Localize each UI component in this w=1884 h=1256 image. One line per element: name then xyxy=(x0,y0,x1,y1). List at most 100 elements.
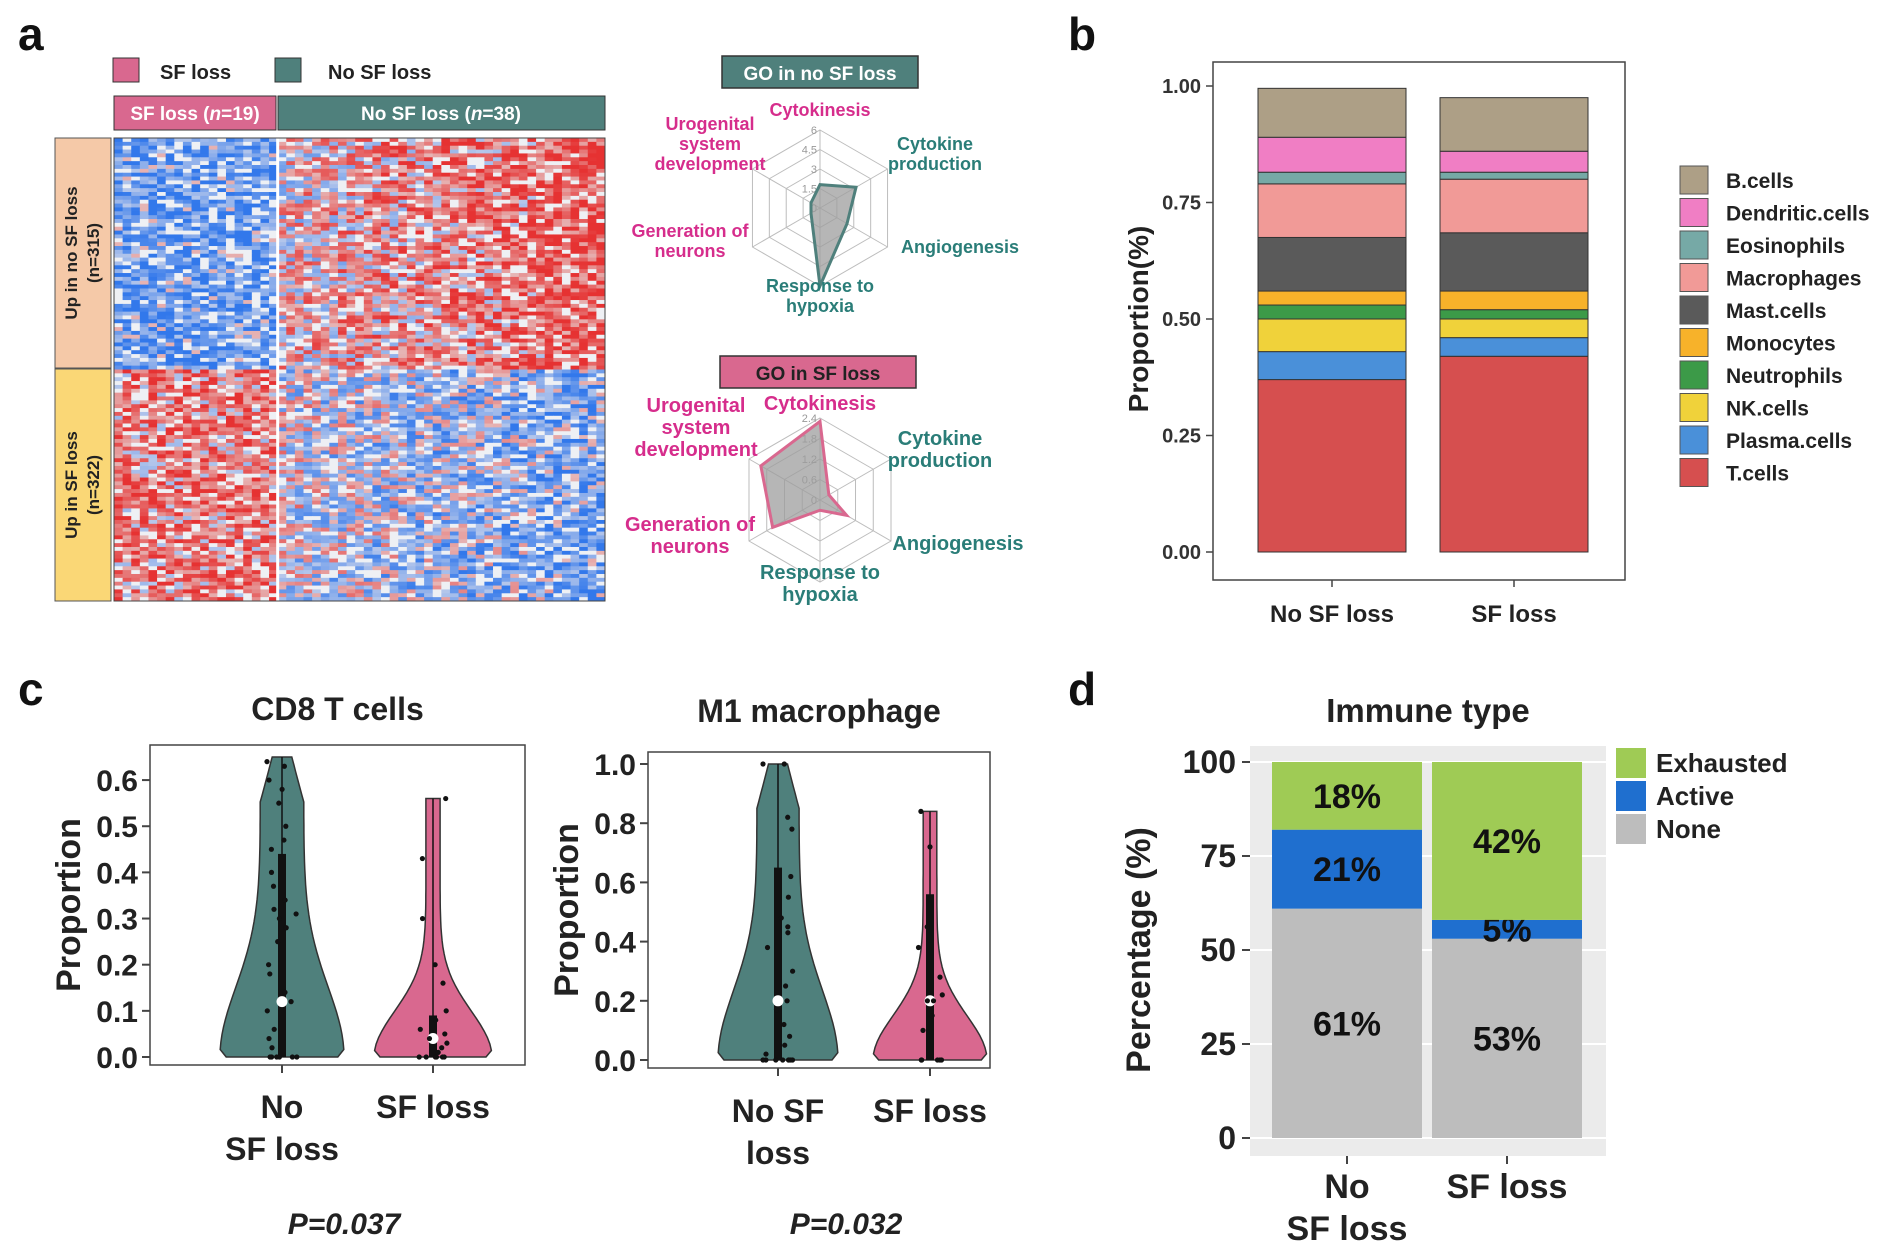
heatmap-cell xyxy=(587,168,597,174)
heatmap-cell xyxy=(131,153,141,158)
heatmap-cell xyxy=(475,307,485,313)
heatmap-cell xyxy=(260,226,270,231)
heatmap-cell xyxy=(561,161,571,166)
heatmap-cell xyxy=(337,165,347,170)
heatmap-cell xyxy=(251,454,261,459)
heatmap-cell xyxy=(493,377,503,382)
heatmap-cell xyxy=(579,168,589,174)
heatmap-cell xyxy=(148,141,158,147)
heatmap-cell xyxy=(596,219,606,224)
heatmap-cell xyxy=(131,184,141,189)
heatmap-cell xyxy=(122,442,132,448)
heatmap-cell xyxy=(329,153,339,158)
heatmap-cell xyxy=(449,300,459,305)
heatmap-cell xyxy=(312,234,322,239)
heatmap-cell xyxy=(157,330,167,336)
heatmap-cell xyxy=(570,219,580,224)
heatmap-cell xyxy=(501,157,511,162)
heatmap-cell xyxy=(381,361,391,367)
legend-label-no-sf-loss: No SF loss xyxy=(328,62,431,84)
heatmap-cell xyxy=(467,184,477,189)
heatmap-cell xyxy=(475,435,485,440)
heatmap-cell xyxy=(122,288,132,293)
heatmap-cell xyxy=(424,330,434,336)
heatmap-cell xyxy=(114,249,124,255)
heatmap-cell xyxy=(441,396,451,401)
heatmap-cell xyxy=(406,215,416,220)
heatmap-cell xyxy=(122,303,132,309)
heatmap-cell xyxy=(518,438,528,444)
heatmap-cell xyxy=(441,219,451,224)
heatmap-cell xyxy=(544,303,554,309)
heatmap-cell xyxy=(148,357,158,363)
heatmap-cell xyxy=(346,215,356,220)
heatmap-cell xyxy=(269,265,279,270)
heatmap-cell xyxy=(303,327,313,332)
heatmap-cell xyxy=(415,419,425,424)
heatmap-cell xyxy=(553,354,563,359)
heatmap-cell xyxy=(372,284,382,289)
heatmap-cell xyxy=(243,442,253,448)
heatmap-cell xyxy=(243,392,253,397)
heatmap-cell xyxy=(303,249,313,255)
heatmap-cell xyxy=(484,234,494,239)
heatmap-cell xyxy=(389,381,399,386)
heatmap-cell xyxy=(596,465,606,471)
heatmap-cell xyxy=(337,265,347,270)
heatmap-cell xyxy=(251,427,261,432)
heatmap-cell xyxy=(527,149,537,154)
heatmap-cell xyxy=(234,149,244,154)
heatmap-cell xyxy=(148,265,158,270)
heatmap-cell xyxy=(579,327,589,332)
heatmap-cell xyxy=(251,168,261,174)
heatmap-cell xyxy=(303,377,313,382)
heatmap-cell xyxy=(208,238,218,243)
heatmap-cell xyxy=(114,431,124,436)
heatmap-cell xyxy=(441,342,451,347)
heatmap-cell xyxy=(277,195,287,201)
heatmap-cell xyxy=(536,246,546,251)
heatmap-cell xyxy=(191,145,201,150)
heatmap-cell xyxy=(157,195,167,201)
heatmap-cell xyxy=(518,184,528,189)
heatmap-cell xyxy=(449,388,459,394)
heatmap-cell xyxy=(312,180,322,185)
heatmap-cell xyxy=(536,288,546,293)
heatmap-cell xyxy=(596,442,606,448)
heatmap-cell xyxy=(208,288,218,293)
heatmap-cell xyxy=(475,396,485,401)
heatmap-cell xyxy=(165,153,175,158)
heatmap-cell xyxy=(346,327,356,332)
heatmap-cell xyxy=(398,211,408,216)
heatmap-cell xyxy=(320,381,330,386)
heatmap-cell xyxy=(389,246,399,251)
heatmap-cell xyxy=(544,246,554,251)
heatmap-cell xyxy=(312,327,322,332)
heatmap-cell xyxy=(570,408,580,413)
heatmap-cell xyxy=(312,404,322,409)
heatmap-cell xyxy=(441,211,451,216)
heatmap-cell xyxy=(114,257,124,262)
heatmap-cell xyxy=(157,442,167,448)
heatmap-cell xyxy=(544,211,554,216)
heatmap-cell xyxy=(441,280,451,286)
heatmap-cell xyxy=(217,462,227,467)
heatmap-cell xyxy=(260,161,270,166)
heatmap-cell xyxy=(243,303,253,309)
heatmap-cell xyxy=(217,354,227,359)
heatmap-cell xyxy=(355,373,365,378)
heatmap-cell xyxy=(501,350,511,355)
heatmap-cell xyxy=(148,396,158,401)
heatmap-cell xyxy=(493,423,503,428)
heatmap-cell xyxy=(234,411,244,417)
heatmap-cell xyxy=(320,350,330,355)
heatmap-cell xyxy=(415,307,425,313)
heatmap-cell xyxy=(157,350,167,355)
heatmap-cell xyxy=(337,180,347,185)
heatmap-cell xyxy=(372,168,382,174)
heatmap-cell xyxy=(449,141,459,147)
heatmap-cell xyxy=(148,388,158,394)
heatmap-cell xyxy=(544,361,554,367)
heatmap-cell xyxy=(596,354,606,359)
heatmap-cell xyxy=(303,350,313,355)
